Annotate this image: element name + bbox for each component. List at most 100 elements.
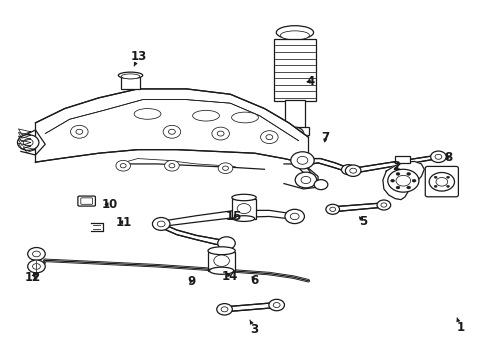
Text: 11: 11 (116, 216, 132, 229)
Circle shape (71, 125, 88, 138)
FancyBboxPatch shape (81, 198, 93, 204)
Circle shape (407, 186, 411, 189)
Circle shape (261, 131, 278, 144)
Circle shape (396, 186, 400, 189)
Circle shape (435, 154, 442, 159)
Polygon shape (333, 203, 384, 212)
Circle shape (377, 200, 391, 210)
Circle shape (330, 207, 336, 211)
FancyBboxPatch shape (425, 166, 459, 197)
Circle shape (436, 177, 448, 186)
Circle shape (152, 217, 170, 230)
Circle shape (446, 185, 449, 188)
Circle shape (28, 248, 45, 260)
Polygon shape (312, 158, 347, 172)
Circle shape (412, 179, 416, 182)
Circle shape (434, 185, 437, 188)
Circle shape (429, 172, 455, 191)
Text: 4: 4 (306, 75, 315, 88)
Circle shape (169, 129, 175, 134)
Text: 3: 3 (250, 320, 259, 336)
Ellipse shape (276, 26, 314, 39)
Circle shape (407, 172, 411, 175)
Circle shape (314, 180, 328, 190)
Circle shape (222, 166, 228, 170)
Circle shape (169, 163, 175, 168)
Bar (395, 156, 410, 163)
Circle shape (285, 209, 304, 224)
Polygon shape (35, 89, 308, 164)
Ellipse shape (208, 247, 235, 255)
Polygon shape (21, 130, 45, 155)
Circle shape (381, 203, 387, 207)
Circle shape (446, 176, 449, 178)
Circle shape (212, 127, 229, 140)
Circle shape (396, 172, 400, 175)
Circle shape (32, 264, 40, 269)
Ellipse shape (232, 194, 256, 201)
Circle shape (120, 163, 126, 168)
Bar (285, 100, 305, 128)
Circle shape (297, 157, 308, 164)
Text: 8: 8 (444, 151, 453, 165)
FancyBboxPatch shape (78, 196, 96, 206)
Circle shape (290, 213, 299, 220)
Circle shape (76, 129, 83, 134)
Polygon shape (353, 155, 439, 173)
Text: 1: 1 (456, 318, 465, 334)
Text: 14: 14 (221, 270, 238, 283)
Circle shape (266, 135, 273, 140)
Bar (274, 39, 316, 102)
Text: 7: 7 (321, 131, 329, 144)
Circle shape (431, 151, 446, 162)
Circle shape (388, 169, 419, 192)
Bar (232, 199, 256, 219)
Circle shape (116, 160, 130, 171)
Circle shape (217, 131, 224, 136)
Circle shape (237, 203, 251, 213)
Circle shape (345, 165, 361, 176)
Polygon shape (284, 164, 318, 189)
Circle shape (273, 302, 280, 307)
Ellipse shape (280, 31, 310, 40)
Polygon shape (162, 210, 294, 226)
Circle shape (269, 299, 285, 311)
Text: 5: 5 (359, 215, 367, 228)
Ellipse shape (233, 216, 255, 221)
Circle shape (157, 221, 165, 227)
Ellipse shape (193, 111, 220, 121)
Ellipse shape (209, 267, 234, 274)
Ellipse shape (121, 74, 140, 79)
Circle shape (342, 165, 355, 175)
Circle shape (391, 179, 394, 182)
Polygon shape (162, 224, 225, 246)
Circle shape (291, 131, 299, 136)
Circle shape (301, 176, 311, 184)
Circle shape (221, 307, 228, 312)
Ellipse shape (134, 109, 161, 119)
Text: 12: 12 (25, 271, 41, 284)
Circle shape (396, 175, 411, 186)
Circle shape (218, 163, 233, 174)
Circle shape (218, 237, 235, 249)
Bar (281, 127, 309, 135)
Circle shape (350, 168, 357, 173)
Circle shape (217, 303, 232, 315)
Text: 6: 6 (250, 274, 259, 287)
Circle shape (214, 255, 229, 266)
Bar (121, 76, 140, 89)
Polygon shape (224, 302, 277, 312)
Circle shape (28, 260, 45, 273)
Text: 13: 13 (131, 50, 147, 66)
Circle shape (18, 135, 39, 150)
Circle shape (291, 152, 314, 169)
Circle shape (163, 125, 181, 138)
Circle shape (326, 204, 340, 214)
Circle shape (286, 127, 304, 140)
Text: 10: 10 (101, 198, 118, 211)
Polygon shape (383, 161, 424, 200)
Text: 15: 15 (226, 210, 243, 223)
Text: 9: 9 (187, 275, 196, 288)
Ellipse shape (232, 112, 258, 123)
Text: 2: 2 (392, 160, 400, 173)
